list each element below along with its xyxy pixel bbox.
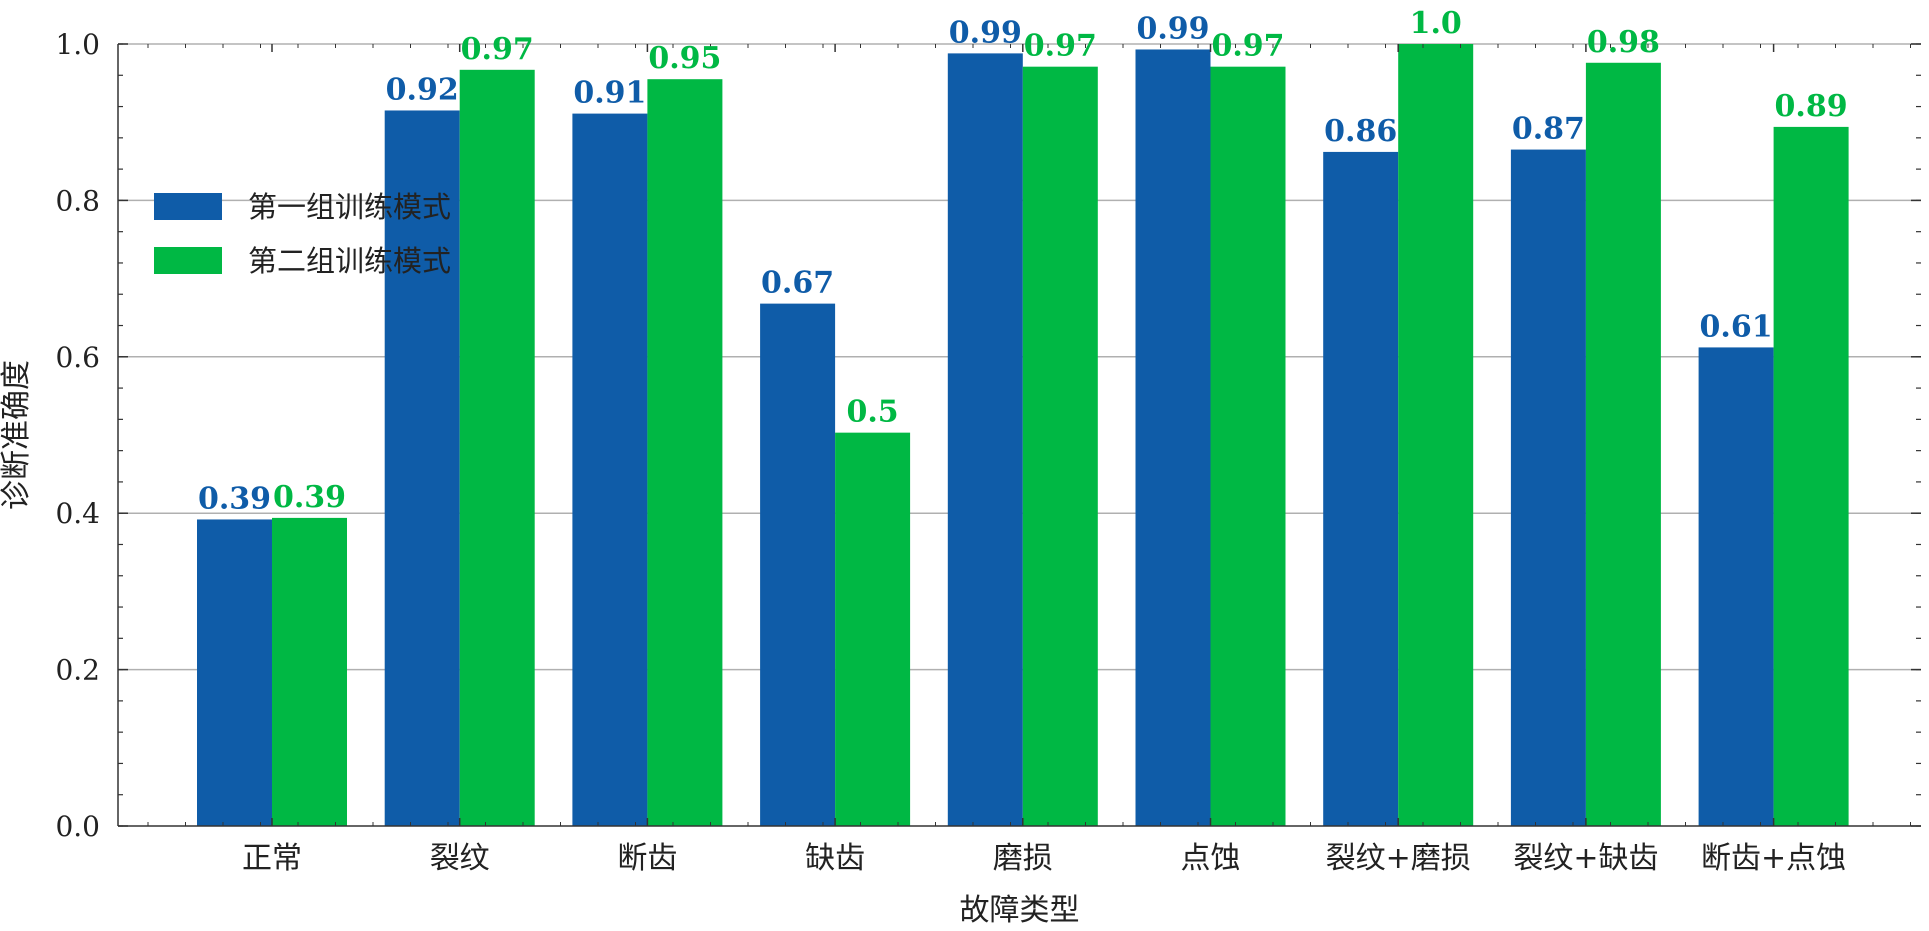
value-label: 0.99 — [1136, 11, 1209, 46]
axes: 0.0 0.2 0.4 0.6 0.8 1.0 正常 裂纹 断齿 缺齿 磨损 点蚀 裂纹+磨损 裂纹+缺齿… — [55, 28, 1921, 876]
x-tick-label: 裂纹 — [430, 841, 490, 876]
value-label: 0.99 — [949, 15, 1022, 50]
bar-1-裂纹+磨损 — [1323, 151, 1399, 826]
x-tick-label: 断齿+点蚀 — [1701, 841, 1846, 876]
x-tick-label: 裂纹+缺齿 — [1513, 841, 1658, 876]
bar-1-点蚀 — [1135, 49, 1211, 826]
bar-1-断齿+点蚀 — [1698, 347, 1774, 826]
value-label: 0.91 — [573, 76, 646, 111]
y-axis-title: 诊断准确度 — [0, 360, 34, 510]
bars — [197, 44, 1849, 827]
legend-swatch — [154, 247, 222, 274]
y-tick-label: 0.2 — [55, 654, 100, 687]
legend-label: 第二组训练模式 — [248, 244, 451, 278]
bar-2-断齿+点蚀 — [1773, 126, 1849, 827]
value-label: 0.89 — [1775, 89, 1848, 124]
legend-swatch — [154, 193, 222, 220]
y-tick-label: 0.8 — [55, 184, 100, 217]
bar-2-裂纹+磨损 — [1398, 44, 1474, 826]
value-label: 0.87 — [1512, 112, 1585, 147]
value-label: 0.39 — [273, 480, 346, 515]
bar-1-裂纹 — [384, 110, 460, 827]
bar-2-裂纹 — [459, 69, 535, 826]
x-tick-label: 缺齿 — [805, 841, 865, 876]
bar-2-点蚀 — [1210, 66, 1286, 827]
value-label: 0.98 — [1587, 25, 1660, 60]
x-tick-label: 点蚀 — [1181, 841, 1241, 876]
value-labels: 0.39 0.390.920.970.910.950.670.50.99 0.97 0… — [198, 6, 1848, 516]
y-tick-label: 0.0 — [55, 810, 100, 843]
bar-2-缺齿 — [835, 432, 911, 826]
bar-1-裂纹+缺齿 — [1510, 149, 1586, 826]
value-label: 0.95 — [648, 41, 721, 76]
value-label: 0.97 — [1211, 29, 1284, 64]
legend-label: 第一组训练模式 — [248, 190, 451, 224]
y-tick-label: 0.4 — [55, 497, 100, 530]
bar-1-断齿 — [572, 113, 648, 826]
x-tick-label: 磨损 — [993, 841, 1053, 876]
bar-2-断齿 — [647, 79, 723, 826]
y-tick-label: 1.0 — [55, 28, 100, 61]
value-label: 1.0 — [1410, 6, 1462, 41]
bar-1-正常 — [197, 519, 272, 826]
x-axis-title: 故障类型 — [960, 893, 1080, 928]
value-label: 0.39 — [198, 481, 271, 516]
x-tick-label: 裂纹+磨损 — [1326, 841, 1471, 876]
value-label: 0.61 — [1700, 309, 1773, 344]
bar-2-磨损 — [1022, 66, 1098, 827]
y-tick-label: 0.6 — [55, 341, 100, 374]
bar-2-正常 — [272, 517, 347, 826]
value-label: 0.5 — [846, 395, 898, 430]
x-tick-label: 正常 — [242, 841, 302, 876]
bar-1-缺齿 — [760, 303, 836, 826]
value-label: 0.92 — [386, 72, 459, 107]
value-label: 0.67 — [761, 266, 834, 301]
value-label: 0.97 — [461, 32, 534, 67]
bar-2-裂纹+缺齿 — [1585, 62, 1661, 826]
bar-1-磨损 — [947, 53, 1023, 827]
value-label: 0.86 — [1324, 114, 1397, 149]
x-tick-label: 断齿 — [617, 841, 677, 876]
value-label: 0.97 — [1024, 29, 1097, 64]
